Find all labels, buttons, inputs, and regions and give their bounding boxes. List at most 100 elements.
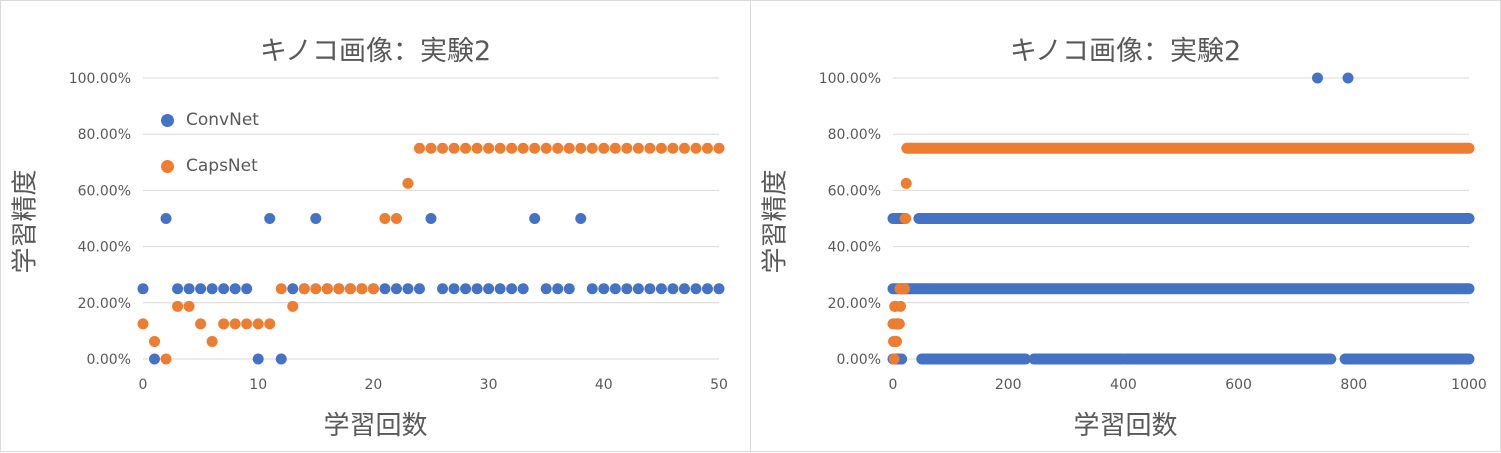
- data-point-convnet: [678, 283, 690, 295]
- data-point-convnet: [241, 283, 253, 295]
- data-point-capsnet: [563, 142, 575, 154]
- y-tick-label: 60.00%: [828, 183, 881, 199]
- data-point-capsnet: [621, 142, 633, 154]
- chart-plot-right: 0.00% 20.00% 40.00% 60.00% 80.00% 100.00% 0 200…: [819, 71, 1487, 393]
- data-point-capsnet: [701, 142, 713, 154]
- data-point-convnet: [506, 283, 518, 295]
- x-tick-label: 0: [139, 377, 148, 393]
- data-point-capsnet: [890, 335, 902, 347]
- data-point-convnet: [552, 283, 564, 295]
- data-point-convnet: [448, 283, 460, 295]
- legend: ConvNet CapsNet: [161, 97, 259, 189]
- data-point-convnet: [690, 283, 702, 295]
- data-point-capsnet: [218, 318, 230, 330]
- data-point-convnet: [160, 213, 172, 224]
- legend-marker-convnet: [161, 113, 174, 127]
- legend-label-capsnet: CapsNet: [186, 156, 258, 176]
- data-point-capsnet: [893, 318, 905, 330]
- data-point-convnet: [529, 213, 541, 224]
- data-point-capsnet: [183, 300, 195, 312]
- y-tick-label: 40.00%: [78, 240, 131, 256]
- x-axis-label: 学習回数: [323, 411, 428, 441]
- data-point-convnet: [701, 283, 713, 295]
- data-point-convnet: [644, 283, 656, 295]
- data-point-convnet: [402, 283, 414, 295]
- data-point-convnet: [471, 283, 483, 295]
- data-point-capsnet: [333, 283, 345, 295]
- series-convnet: [887, 72, 1475, 365]
- data-point-capsnet: [667, 142, 679, 154]
- data-point-convnet: [460, 283, 472, 295]
- data-point-capsnet: [321, 283, 333, 295]
- data-point-capsnet: [900, 177, 912, 189]
- x-axis-label: 学習回数: [1073, 411, 1178, 441]
- data-point-capsnet: [678, 142, 690, 154]
- data-point-convnet: [379, 283, 391, 295]
- chart-title: キノコ画像：実験2: [259, 36, 492, 67]
- y-axis-label: 学習精度: [760, 169, 791, 274]
- legend-marker-capsnet: [161, 159, 174, 173]
- chart-title: キノコ画像：実験2: [1009, 36, 1242, 67]
- y-tick-label: 100.00%: [819, 71, 881, 87]
- data-point-capsnet: [529, 142, 541, 154]
- data-point-capsnet: [379, 213, 391, 224]
- data-point-capsnet: [402, 177, 414, 189]
- data-point-capsnet: [552, 142, 564, 154]
- data-point-convnet: [609, 283, 621, 295]
- data-point-convnet: [413, 283, 425, 295]
- data-point-convnet: [667, 283, 679, 295]
- data-point-capsnet: [644, 142, 656, 154]
- data-point-capsnet: [241, 318, 253, 330]
- x-tick-label: 600: [1225, 377, 1252, 393]
- data-point-capsnet: [894, 300, 906, 312]
- legend-item-convnet: ConvNet: [161, 97, 259, 143]
- data-point-capsnet: [390, 213, 402, 224]
- y-axis-label: 学習精度: [10, 169, 41, 274]
- data-point-convnet: [1342, 72, 1354, 84]
- x-tick-label: 1000: [1451, 377, 1487, 393]
- data-point-capsnet: [160, 353, 172, 365]
- data-point-capsnet: [900, 213, 912, 224]
- data-point-convnet: [563, 283, 575, 295]
- x-tick-label: 20: [364, 377, 382, 393]
- data-point-capsnet: [448, 142, 460, 154]
- data-point-convnet: [275, 353, 287, 365]
- data-point-capsnet: [888, 353, 900, 365]
- x-tick-label: 0: [889, 377, 898, 393]
- data-point-convnet: [206, 283, 218, 295]
- data-point-convnet: [149, 353, 161, 365]
- y-tick-label: 60.00%: [78, 183, 131, 199]
- data-point-capsnet: [229, 318, 241, 330]
- y-tick-label: 20.00%: [828, 296, 881, 312]
- data-point-convnet: [494, 283, 506, 295]
- data-point-capsnet: [632, 142, 644, 154]
- data-point-capsnet: [575, 142, 587, 154]
- y-tick-label: 0.00%: [87, 352, 131, 368]
- data-point-convnet: [218, 283, 230, 295]
- x-tick-label: 400: [1110, 377, 1137, 393]
- data-point-capsnet: [655, 142, 667, 154]
- data-point-capsnet: [252, 318, 264, 330]
- data-point-capsnet: [298, 283, 310, 295]
- data-point-capsnet: [172, 300, 184, 312]
- data-point-convnet: [287, 283, 299, 295]
- data-point-convnet: [1312, 72, 1324, 84]
- data-point-capsnet: [413, 142, 425, 154]
- legend-label-convnet: ConvNet: [186, 110, 259, 130]
- data-point-convnet: [229, 283, 241, 295]
- series-convnet: [137, 213, 725, 365]
- data-point-convnet: [252, 353, 264, 365]
- series-capsnet: [137, 142, 725, 365]
- data-point-capsnet: [206, 335, 218, 347]
- data-point-convnet: [137, 283, 149, 295]
- y-tick-label: 80.00%: [828, 127, 881, 143]
- data-point-convnet: [598, 283, 610, 295]
- y-tick-label: 0.00%: [837, 352, 881, 368]
- x-tick-label: 800: [1340, 377, 1367, 393]
- data-point-convnet: [195, 283, 207, 295]
- data-point-capsnet: [540, 142, 552, 154]
- data-point-capsnet: [609, 142, 621, 154]
- y-tick-label: 100.00%: [69, 71, 131, 87]
- data-point-convnet: [655, 283, 667, 295]
- x-tick-label: 200: [995, 377, 1022, 393]
